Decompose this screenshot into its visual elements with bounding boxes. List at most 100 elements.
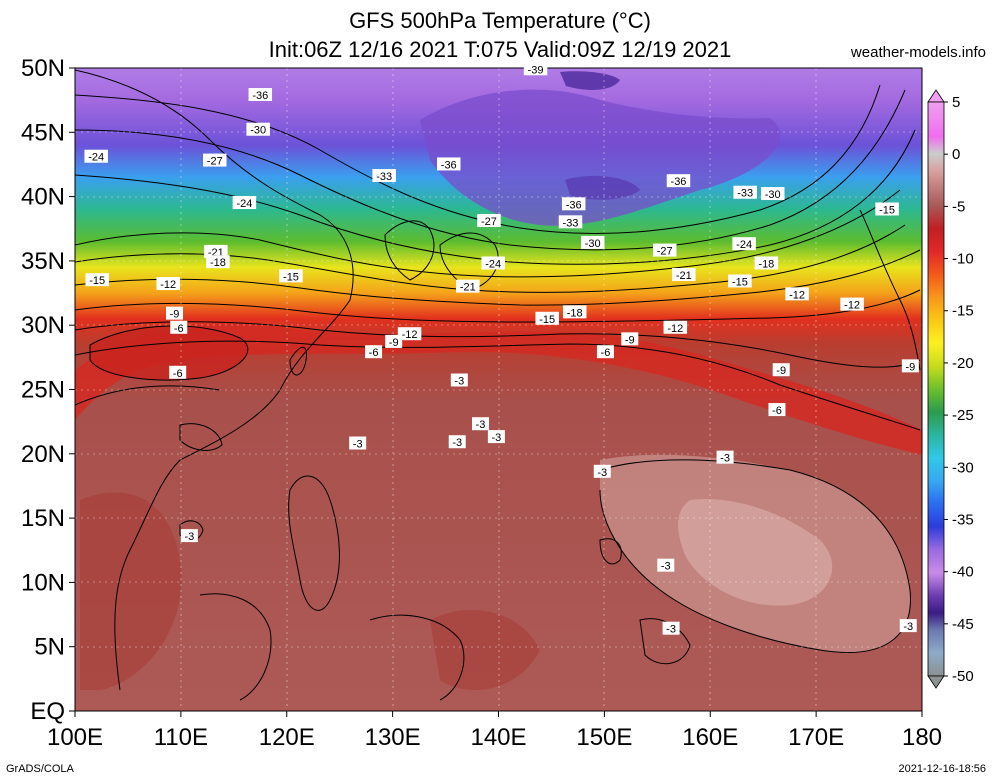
contour-label-text: -15 <box>732 276 748 288</box>
contour-label: -18 <box>754 256 779 270</box>
contour-label: -9 <box>901 359 919 373</box>
contour-label: -3 <box>899 619 917 633</box>
contour-label-bg <box>875 202 899 216</box>
contour-label-bg <box>450 373 468 387</box>
graticule <box>75 68 922 711</box>
footer-software-credit: GrADS/COLA <box>6 763 74 775</box>
contour-label-bg <box>593 464 611 478</box>
contour-label: -33 <box>558 215 583 229</box>
cold-core <box>420 89 781 226</box>
contour-label: -3 <box>657 558 675 573</box>
contour-label: -27 <box>203 153 227 168</box>
contour-label: -12 <box>840 297 864 312</box>
contour-label: -12 <box>785 287 809 301</box>
contour-label-bg <box>732 237 756 251</box>
contour-label-text: -24 <box>88 152 104 164</box>
tropical-pale-core <box>678 499 833 606</box>
contour-label: -27 <box>477 214 501 228</box>
contour-label-bg <box>180 529 198 543</box>
contour-label-text: -6 <box>772 405 782 417</box>
contour-label-text: -6 <box>174 323 184 335</box>
contour-label: -12 <box>156 277 180 291</box>
contour-label: -3 <box>716 450 734 465</box>
colorbar-tick-label: -40 <box>952 564 974 581</box>
contour-label-bg <box>232 196 257 210</box>
lat-tick-label: 25N <box>21 377 65 404</box>
contour-label-bg <box>716 450 734 464</box>
colorbar-tick-label: 5 <box>952 94 960 111</box>
contour-label-text: -6 <box>173 368 183 380</box>
contour-label: -9 <box>166 306 184 321</box>
lat-tick-label: 15N <box>21 505 65 532</box>
contour-label: -30 <box>580 235 605 250</box>
lon-tick-label: 100E <box>47 724 103 751</box>
contour-label-text: -33 <box>376 171 392 183</box>
contour-label-text: -30 <box>250 125 266 137</box>
contour-label: -6 <box>596 345 614 359</box>
contour-label: -3 <box>450 373 468 387</box>
cold-core-2 <box>565 175 640 200</box>
contour-label-bg <box>84 149 108 163</box>
contour-label-bg <box>487 430 505 444</box>
lat-tick-label: EQ <box>30 698 65 725</box>
contour-label-bg <box>206 255 230 269</box>
contour-label-text: -18 <box>567 307 583 319</box>
contour-label: -36 <box>561 197 586 211</box>
contour-label-text: -18 <box>758 258 774 270</box>
colorbar-bottom-arrow <box>927 675 945 689</box>
contour-label-text: -21 <box>460 282 476 294</box>
colorbar-labels: 5 0 -5 -10 -15 -20 -25 -30 -35 -40 -45 -50 <box>944 94 974 685</box>
contour-label-bg <box>279 269 303 283</box>
contour-label-bg <box>728 274 752 288</box>
contour-label-bg <box>580 235 605 249</box>
colorbar-tick-label: -30 <box>952 459 974 476</box>
contour-label-text: -9 <box>389 337 399 349</box>
lon-tick-label: 180 <box>902 724 942 751</box>
contour-label-bg <box>662 621 680 635</box>
colorbar-tick-label: -10 <box>952 251 974 268</box>
contour-label: -3 <box>349 436 367 451</box>
contour-label-text: -15 <box>283 271 299 283</box>
lat-tick-label: 20N <box>21 441 65 468</box>
contour-label: -6 <box>365 345 383 359</box>
contour-label-bg <box>203 153 227 167</box>
contour-label-text: -12 <box>844 300 860 312</box>
contour-label-text: -12 <box>402 329 418 341</box>
contour-label-text: -33 <box>737 188 753 200</box>
contour-label-text: -27 <box>481 216 497 228</box>
contour-label-bg <box>663 320 688 334</box>
contour-labels: -39-36-30-24 -27 -36-33 -36-33 -30-24 -36-27-… <box>84 62 919 636</box>
contour-label-text: -36 <box>566 199 582 211</box>
contour-label: -12 <box>663 320 688 335</box>
contour-label-bg <box>666 174 691 188</box>
warm-pool-red <box>90 325 248 380</box>
contour-label-bg <box>768 403 786 417</box>
contour-label: -24 <box>481 256 505 270</box>
lon-tick-label: 140E <box>470 724 526 751</box>
lon-tick-label: 110E <box>154 724 208 751</box>
cold-core-deep <box>560 71 620 90</box>
contour-label-bg <box>652 243 677 257</box>
contour-label: -36 <box>248 88 273 102</box>
colorbar-tick-label: -5 <box>952 198 965 215</box>
contour-label-bg <box>204 244 228 258</box>
contour-label-bg <box>248 88 273 102</box>
contour-label-bg <box>657 558 675 572</box>
contour-label: -21 <box>456 279 480 294</box>
lat-tick-label: 35N <box>21 248 65 275</box>
contour-label: -9 <box>621 332 639 346</box>
contour-label: -3 <box>180 529 198 543</box>
contour-label: -9 <box>385 334 403 349</box>
contour-label-text: -3 <box>353 439 363 451</box>
colorbar-tick-label: -45 <box>952 616 974 633</box>
colorbar-tick-label: -25 <box>952 407 974 424</box>
contour-label-bg <box>901 359 919 373</box>
contour-label-text: -36 <box>252 90 268 102</box>
contour-label-text: -39 <box>528 64 544 76</box>
map-plot-area <box>75 68 922 711</box>
contour-label-bg <box>397 327 422 341</box>
contour-label-text: -24 <box>236 198 252 210</box>
isotherm-contours <box>75 84 921 653</box>
contour-label-text: -36 <box>441 159 457 171</box>
